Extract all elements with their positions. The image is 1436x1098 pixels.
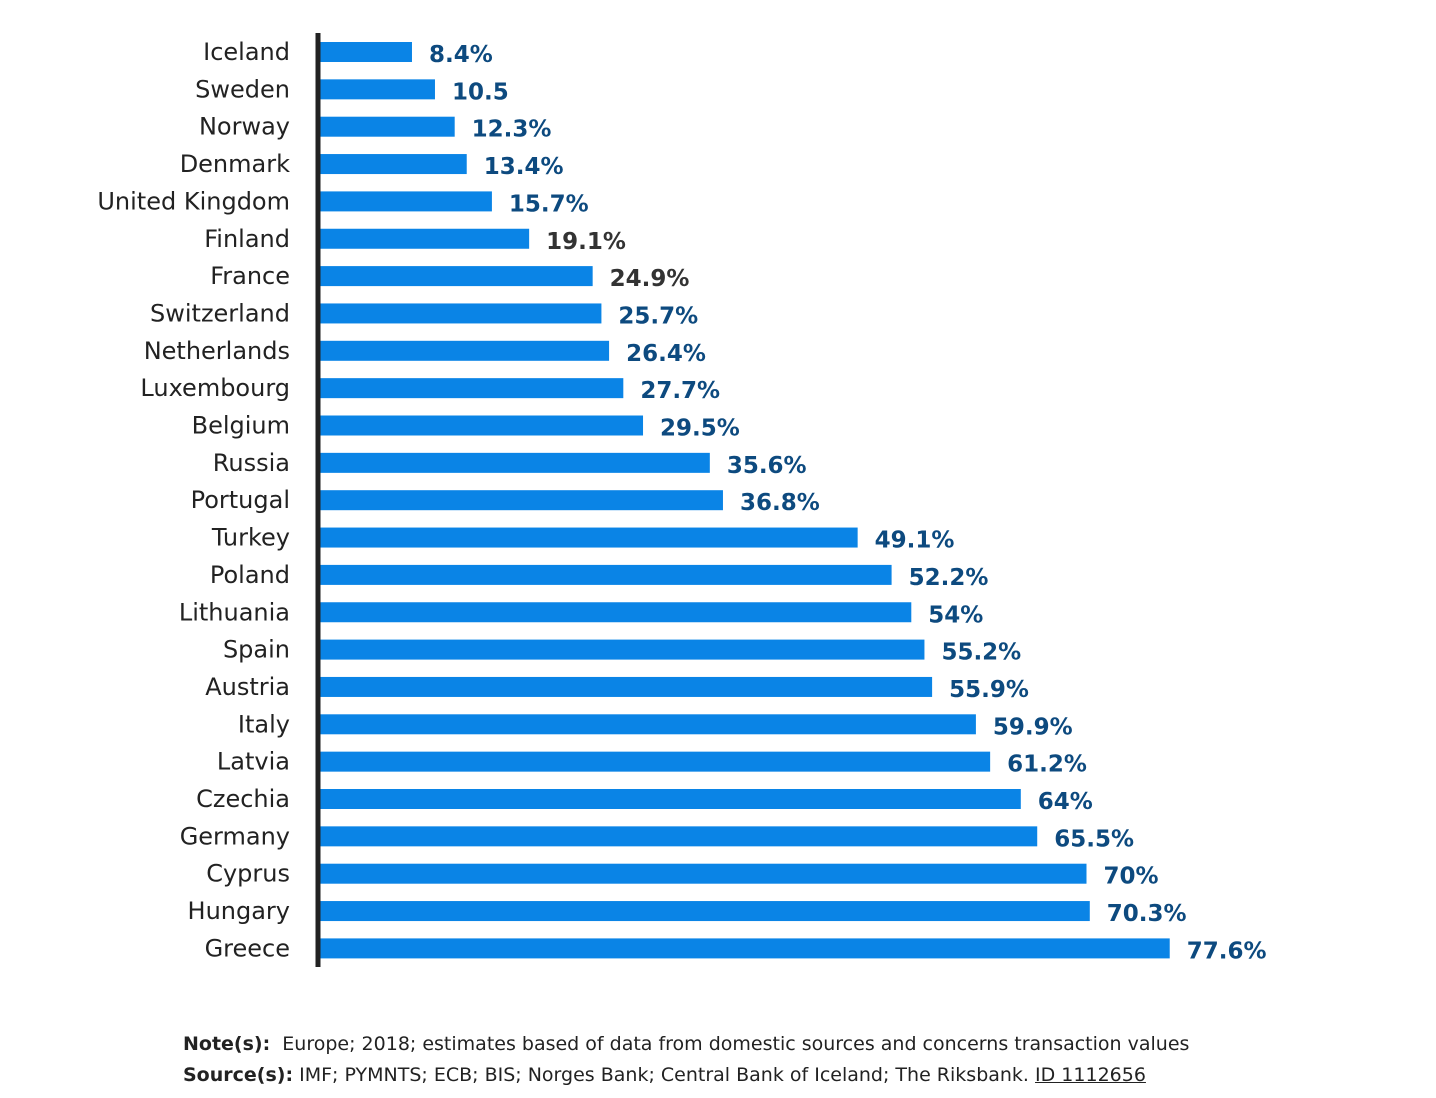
category-label: United Kingdom xyxy=(97,187,290,215)
source-line: Source(s): IMF; PYMNTS; ECB; BIS; Norges… xyxy=(183,1060,1189,1091)
bar xyxy=(320,191,492,212)
data-label: 10.5 xyxy=(452,79,509,105)
bar xyxy=(320,564,892,585)
data-label: 8.4% xyxy=(429,42,493,68)
bar xyxy=(320,42,412,62)
data-label: 64% xyxy=(1038,789,1093,815)
category-label: Lithuania xyxy=(179,598,290,626)
data-label: 29.5% xyxy=(660,416,740,442)
category-label: Portugal xyxy=(191,486,290,514)
category-label: Luxembourg xyxy=(140,374,290,402)
category-label: Turkey xyxy=(211,524,290,552)
category-label: Switzerland xyxy=(150,299,290,327)
category-label: Latvia xyxy=(217,748,290,776)
bar xyxy=(320,751,991,772)
category-label: Iceland xyxy=(203,38,290,66)
bar xyxy=(320,303,602,324)
category-label: Sweden xyxy=(195,75,290,103)
bar xyxy=(320,714,976,735)
data-label: 13.4% xyxy=(484,154,564,180)
data-label: 59.9% xyxy=(993,714,1073,740)
bar xyxy=(320,938,1170,959)
data-label: 70.3% xyxy=(1107,901,1187,927)
bar xyxy=(320,789,1021,809)
data-label: 55.2% xyxy=(941,640,1021,666)
data-label: 19.1% xyxy=(546,229,626,255)
bar xyxy=(320,490,723,511)
category-label: Netherlands xyxy=(144,337,290,365)
bar xyxy=(320,266,593,287)
category-label: Czechia xyxy=(196,785,290,813)
bar xyxy=(320,378,624,399)
category-label: Italy xyxy=(238,710,290,738)
bar xyxy=(320,228,530,249)
bar xyxy=(320,154,467,175)
category-label: Greece xyxy=(205,934,290,962)
data-label: 54% xyxy=(928,602,983,628)
category-label: Poland xyxy=(210,561,290,589)
bar xyxy=(320,639,925,660)
data-label: 15.7% xyxy=(509,191,589,217)
data-label: 49.1% xyxy=(875,528,955,554)
data-label: 27.7% xyxy=(640,378,720,404)
data-label: 24.9% xyxy=(610,266,690,292)
category-label: Austria xyxy=(205,673,290,701)
data-label: 61.2% xyxy=(1007,752,1087,778)
bar xyxy=(320,602,912,623)
category-label: Hungary xyxy=(188,897,290,925)
data-label: 25.7% xyxy=(618,303,698,329)
bar xyxy=(320,452,710,473)
bar-chart: Iceland Sweden Norway Denmark United Kingdom… xyxy=(97,33,1267,967)
statistic-id-link[interactable]: ID 1112656 xyxy=(1035,1064,1146,1086)
category-label: Denmark xyxy=(180,150,290,178)
category-label: France xyxy=(210,262,290,290)
category-label: Norway xyxy=(199,113,290,141)
note-text: Europe; 2018; estimates based of data fr… xyxy=(282,1033,1190,1055)
source-label: Source(s): xyxy=(183,1064,294,1086)
category-label: Cyprus xyxy=(206,860,290,888)
data-label: 70% xyxy=(1104,864,1159,890)
bars-layer xyxy=(320,42,1170,959)
bar xyxy=(320,79,435,100)
note-label: Note(s): xyxy=(183,1033,271,1055)
data-label: 55.9% xyxy=(949,677,1029,703)
data-label: 77.6% xyxy=(1187,938,1267,964)
value-labels: 8.4% 10.5 12.3% 13.4% 15.7% 19.1% 24.9% 25.7% 26… xyxy=(429,42,1267,964)
bar xyxy=(320,340,610,361)
bar xyxy=(320,826,1038,847)
source-text: IMF; PYMNTS; ECB; BIS; Norges Bank; Cent… xyxy=(299,1064,1029,1086)
category-label: Spain xyxy=(223,636,290,664)
category-label: Belgium xyxy=(192,412,290,440)
note-line: Note(s): Europe; 2018; estimates based o… xyxy=(183,1029,1189,1060)
data-label: 26.4% xyxy=(626,341,706,367)
bar xyxy=(320,863,1087,884)
bar xyxy=(320,901,1090,922)
category-label: Finland xyxy=(204,225,290,253)
data-label: 35.6% xyxy=(727,453,807,479)
chart-notes: Note(s): Europe; 2018; estimates based o… xyxy=(183,1029,1189,1091)
bar xyxy=(320,527,858,548)
bar xyxy=(320,415,644,436)
data-label: 65.5% xyxy=(1054,826,1134,852)
category-label: Russia xyxy=(213,449,290,477)
data-label: 52.2% xyxy=(909,565,989,591)
data-label: 12.3% xyxy=(472,117,552,143)
category-labels: Iceland Sweden Norway Denmark United Kingdom… xyxy=(97,38,290,962)
bar xyxy=(320,676,933,697)
data-label: 36.8% xyxy=(740,490,820,516)
bar xyxy=(320,116,455,137)
category-label: Germany xyxy=(180,822,290,850)
